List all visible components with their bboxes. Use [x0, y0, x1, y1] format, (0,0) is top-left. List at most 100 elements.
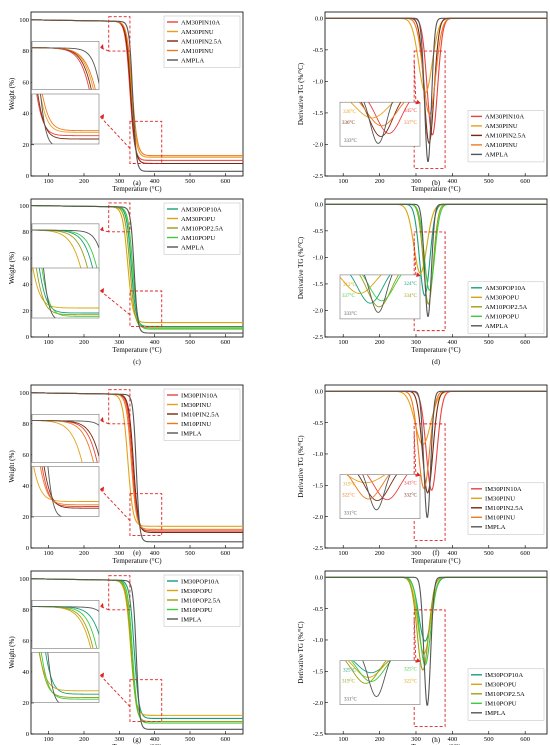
inset-series-line-0	[38, 268, 99, 314]
legend-entry: AMPLA	[485, 152, 508, 159]
series-group	[325, 203, 547, 317]
inset-series-group	[349, 102, 410, 144]
legend-entry: IM30PINU	[181, 402, 211, 409]
x-tick-label: 600	[520, 339, 530, 346]
plot-frame	[30, 11, 244, 177]
legend-entry: AM10POP2.5A	[181, 225, 224, 232]
x-tick-label: 300	[114, 736, 124, 743]
x-tick-label: 300	[411, 550, 421, 557]
x-tick-label: 200	[79, 339, 89, 346]
legend-entry: AM10PINU	[181, 48, 214, 55]
series-group	[31, 578, 243, 730]
y-axis-title: Weight (%)	[8, 636, 16, 669]
callout-arrow	[413, 61, 417, 105]
x-tick-label: 600	[520, 178, 530, 185]
y-tick-label: 0	[26, 173, 29, 180]
inset-series-line-4	[363, 102, 393, 144]
x-tick-label: 500	[484, 736, 494, 743]
inset-series-line-3	[39, 466, 99, 506]
inset-series-line-4	[32, 420, 99, 426]
peak-temp-label: 312°C	[343, 283, 356, 288]
zoom-inset	[339, 474, 421, 519]
legend-entry: IM30PINU	[485, 496, 515, 503]
y-tick-label: -2.5	[313, 545, 323, 552]
y-tick-label: -2.0	[313, 308, 323, 315]
zoom-inset	[339, 660, 421, 705]
x-tick-label: 100	[338, 178, 348, 185]
zoom-box-peak	[413, 231, 446, 332]
inset-series-line-2	[39, 652, 99, 698]
chart-panel-d: 100 200 300 400 500 600 0.0 -0.5 -1.0 -1.5 -2.0 -2.…	[297, 198, 548, 366]
panel-label: (f)	[433, 549, 441, 557]
plot-frame	[324, 384, 548, 549]
y-tick-label: 100	[19, 390, 29, 397]
callout-arrowhead	[416, 99, 421, 105]
plot-frame	[30, 570, 244, 735]
inset-series-group	[32, 605, 99, 649]
peak-temp-label: 333°C	[344, 312, 357, 317]
inset-series-line-1	[33, 466, 99, 502]
x-tick-label: 300	[114, 339, 124, 346]
x-tick-label: 100	[338, 550, 348, 557]
series-line-4	[31, 205, 243, 334]
legend-entry: IM30PIN10A	[485, 486, 522, 493]
inset-series-line-4	[362, 474, 391, 511]
inset-series-line-0	[41, 466, 99, 507]
y-tick-label: -1.5	[313, 281, 323, 288]
y-tick-label: 0	[26, 334, 29, 341]
series-group	[325, 576, 547, 706]
y-tick-label: 80	[23, 48, 30, 55]
legend-entry: IM10POP2.5A	[181, 597, 221, 604]
inset-series-group	[340, 274, 402, 313]
inset-series-line-3	[350, 660, 392, 682]
series-line-4	[325, 390, 547, 518]
series-line-4	[31, 578, 243, 730]
legend-box	[467, 668, 545, 721]
plot-frame	[324, 570, 548, 735]
panel-label: (e)	[133, 549, 141, 557]
y-tick-label: -1.0	[313, 637, 323, 644]
legend-entry: IM10PIN2.5A	[181, 411, 220, 418]
y-tick-label: 60	[23, 638, 30, 645]
legend-entry: AM10POPU	[485, 314, 519, 321]
panel-label: (d)	[432, 358, 441, 366]
x-tick-label: 400	[150, 550, 160, 557]
legend-entry: AM10PIN2.5A	[485, 133, 526, 140]
x-tick-label: 600	[520, 550, 530, 557]
x-tick-label: 300	[114, 550, 124, 557]
x-axis-title: Temperature (°C)	[112, 743, 162, 745]
x-axis-title: Temperature (°C)	[112, 557, 162, 565]
zoom-box-lower	[129, 679, 163, 723]
inset-series-group	[345, 474, 408, 511]
inset-series-line-4	[40, 94, 53, 144]
callout-arrow-upper	[99, 419, 109, 425]
peak-temp-label: 324°C	[404, 282, 417, 287]
legend-box	[163, 202, 241, 255]
legend-entry: AM30PINU	[485, 123, 518, 130]
y-axis-title: Derivative TG (%/°C)	[297, 621, 305, 684]
panel-label: (g)	[133, 736, 142, 744]
x-tick-label: 400	[448, 736, 458, 743]
peak-temp-label: 331°C	[344, 512, 357, 517]
x-axis-title: Temperature (°C)	[411, 346, 461, 354]
inset-series-line-1	[349, 102, 395, 119]
y-tick-label: -2.5	[313, 173, 323, 180]
series-line-0	[325, 576, 547, 642]
inset-series-line-1	[32, 268, 99, 309]
inset-series-group	[32, 268, 99, 318]
legend-box	[467, 110, 545, 163]
x-tick-label: 300	[411, 339, 421, 346]
inset-series-group	[33, 466, 99, 517]
inset-series-line-2	[43, 466, 99, 509]
series-line-4	[31, 392, 243, 543]
y-tick-label: 80	[23, 421, 30, 428]
zoom-box-upper	[108, 202, 131, 233]
chart-panel-b: 100 200 300 400 500 600 0.0 -0.5 -1.0 -1.5 -2.0 -2.…	[297, 11, 548, 193]
series-group	[31, 392, 243, 543]
x-tick-label: 300	[411, 736, 421, 743]
y-tick-label: 60	[23, 79, 30, 86]
x-axis-title: Temperature (°C)	[411, 743, 461, 745]
y-axis-title: Weight (%)	[8, 251, 16, 284]
inset-series-line-0	[366, 474, 408, 501]
